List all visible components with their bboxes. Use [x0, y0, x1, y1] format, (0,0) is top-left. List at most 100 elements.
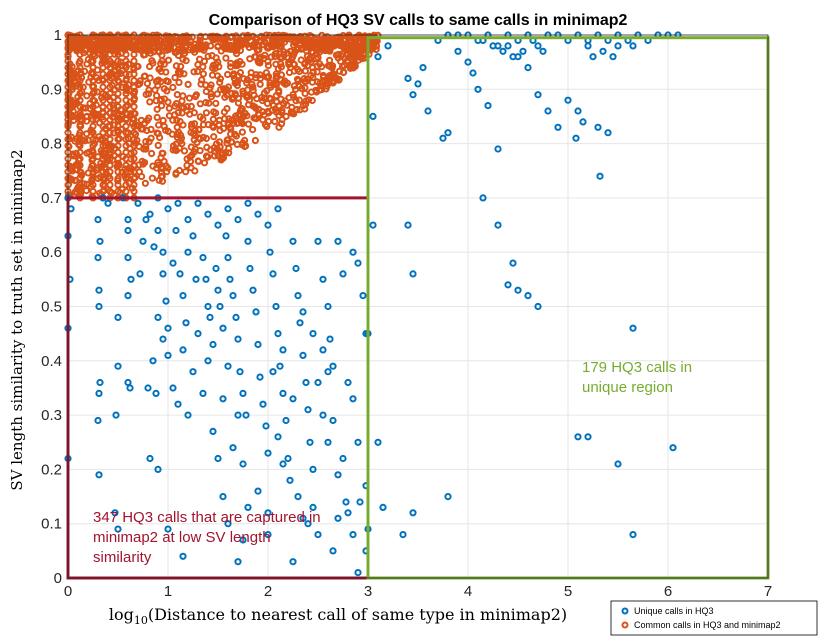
unique-call-point — [229, 292, 237, 300]
common-call-point — [114, 103, 122, 111]
unique-region-annotation: 179 HQ3 calls in unique region — [582, 359, 692, 396]
unique-call-point — [214, 221, 222, 229]
common-call-point — [212, 109, 220, 117]
unique-call-point — [95, 302, 103, 311]
common-call-point — [160, 122, 168, 131]
common-call-point — [114, 174, 122, 182]
common-call-point — [187, 38, 195, 46]
common-call-point — [106, 174, 114, 182]
unique-call-point — [524, 292, 532, 300]
unique-call-point — [266, 248, 274, 256]
common-call-point — [89, 103, 97, 111]
common-call-point — [76, 103, 84, 111]
common-call-point — [89, 142, 97, 150]
legend-marker-common — [621, 621, 629, 629]
common-call-point — [130, 109, 138, 117]
common-call-point — [114, 161, 122, 169]
unique-call-point — [242, 411, 250, 419]
common-call-point — [114, 50, 122, 59]
common-call-point — [209, 115, 217, 123]
common-call-point — [256, 55, 264, 63]
common-call-point — [70, 116, 78, 125]
common-call-point — [337, 52, 345, 60]
common-call-point — [143, 79, 151, 88]
unique-call-point — [206, 313, 214, 321]
common-call-point — [265, 109, 273, 117]
unique-call-point — [94, 216, 102, 224]
common-call-point — [320, 35, 328, 43]
common-call-point — [247, 73, 255, 81]
common-call-point — [301, 60, 309, 68]
unique-call-point — [124, 216, 132, 224]
common-call-point — [99, 77, 107, 85]
common-call-point — [191, 93, 199, 101]
common-call-point — [130, 142, 138, 150]
common-call-point — [122, 109, 130, 117]
unique-call-point — [204, 210, 212, 218]
unique-call-point — [114, 525, 122, 533]
common-call-point — [307, 58, 315, 66]
unique-call-point — [299, 351, 307, 359]
unique-call-point — [294, 493, 302, 501]
unique-call-point — [404, 221, 412, 229]
common-call-point — [114, 57, 122, 65]
x-tick-label: 1 — [164, 583, 172, 600]
unique-call-point — [424, 107, 432, 115]
common-call-point — [243, 79, 251, 87]
unique-call-point — [342, 498, 350, 506]
common-call-point — [172, 170, 180, 178]
unique-call-point — [369, 221, 377, 229]
common-call-point — [130, 174, 138, 182]
unique-call-point — [534, 302, 542, 311]
common-call-point — [199, 70, 207, 78]
common-call-point — [99, 90, 107, 98]
common-call-point — [244, 93, 252, 101]
common-call-point — [76, 148, 84, 156]
unique-call-point — [414, 80, 422, 88]
common-call-point — [106, 83, 114, 91]
common-call-point — [106, 37, 114, 46]
common-call-point — [99, 103, 107, 111]
legend-label-common: Common calls in HQ3 and minimap2 — [634, 620, 781, 630]
common-call-point — [122, 122, 130, 130]
unique-call-point — [174, 400, 182, 408]
common-call-point — [114, 90, 122, 98]
unique-call-point — [192, 275, 200, 283]
unique-call-point — [572, 134, 580, 142]
y-tick-label: 0.8 — [41, 136, 62, 153]
common-call-point — [177, 134, 186, 142]
x-tick-label: 4 — [464, 583, 472, 600]
unique-call-point — [604, 129, 612, 137]
unique-call-point — [379, 503, 387, 511]
common-call-point — [336, 67, 344, 75]
common-call-point — [99, 122, 107, 130]
common-call-point — [309, 68, 317, 76]
unique-call-point — [176, 270, 184, 278]
unique-call-point — [409, 91, 417, 99]
common-call-point — [76, 122, 84, 130]
common-call-point — [99, 109, 107, 117]
unique-call-point — [169, 384, 177, 392]
common-call-point — [297, 56, 305, 64]
common-call-point — [195, 126, 203, 134]
common-call-point — [256, 71, 264, 79]
common-call-point — [99, 181, 107, 189]
unique-call-point — [314, 531, 322, 539]
common-call-point — [130, 181, 138, 189]
unique-call-point — [596, 172, 604, 180]
unique-call-point — [142, 216, 150, 224]
common-call-point — [159, 149, 167, 157]
common-call-point — [89, 83, 97, 91]
unique-call-point — [334, 471, 342, 479]
chart-title: Comparison of HQ3 SV calls to same calls… — [209, 12, 628, 29]
common-call-point — [76, 50, 84, 59]
common-call-point — [266, 81, 274, 89]
unique-call-point — [614, 460, 622, 468]
common-call-point — [243, 112, 251, 120]
unique-call-point — [184, 248, 192, 256]
unique-call-point — [219, 395, 227, 403]
common-call-point — [306, 32, 314, 40]
common-call-point — [282, 112, 290, 121]
unique-call-point — [284, 454, 292, 463]
unique-call-point — [182, 319, 190, 327]
